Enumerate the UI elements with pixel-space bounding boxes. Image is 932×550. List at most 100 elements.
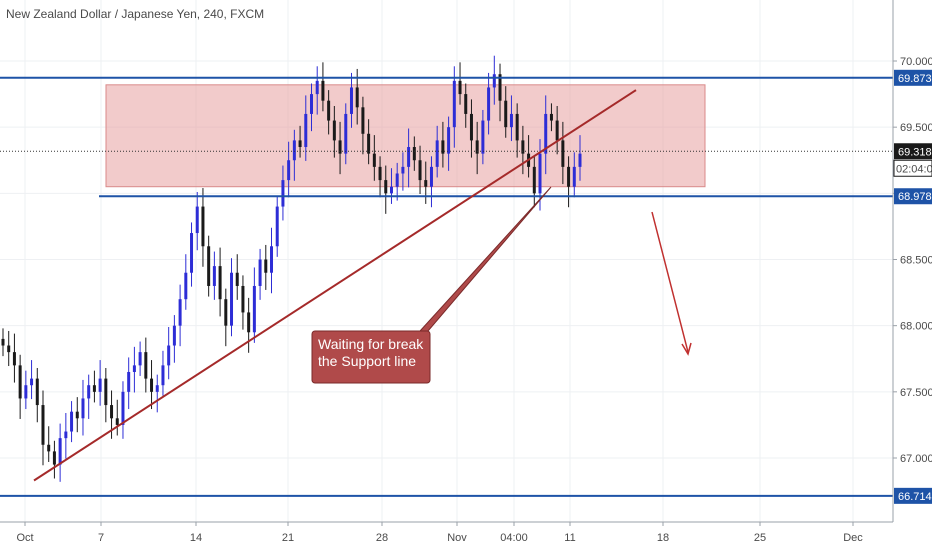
candle-body[interactable] bbox=[172, 325, 176, 346]
candle-body[interactable] bbox=[98, 378, 102, 392]
candle-body[interactable] bbox=[567, 166, 571, 187]
candle-body[interactable] bbox=[578, 153, 582, 167]
trendline[interactable] bbox=[33, 89, 637, 482]
price-tag[interactable] bbox=[894, 188, 932, 205]
candle-body[interactable] bbox=[167, 345, 171, 366]
candle-body[interactable] bbox=[64, 431, 68, 439]
candle-body[interactable] bbox=[395, 173, 399, 187]
price-tag[interactable] bbox=[894, 487, 932, 504]
candle-body[interactable] bbox=[132, 365, 136, 372]
candle-body[interactable] bbox=[384, 180, 388, 194]
candle-body[interactable] bbox=[287, 160, 291, 181]
candle-body[interactable] bbox=[190, 233, 194, 273]
candle-body[interactable] bbox=[487, 87, 491, 121]
candle-body[interactable] bbox=[24, 385, 28, 399]
candle-body[interactable] bbox=[561, 140, 565, 167]
candle-body[interactable] bbox=[58, 438, 62, 465]
candle-body[interactable] bbox=[447, 127, 451, 154]
candle-body[interactable] bbox=[429, 166, 433, 187]
candle-body[interactable] bbox=[549, 113, 553, 121]
candle-body[interactable] bbox=[81, 398, 85, 419]
candle-body[interactable] bbox=[441, 140, 445, 154]
candle-body[interactable] bbox=[407, 147, 411, 167]
candle-body[interactable] bbox=[464, 94, 468, 114]
candle-body[interactable] bbox=[35, 378, 39, 406]
candle-body[interactable] bbox=[207, 246, 211, 286]
candle-body[interactable] bbox=[435, 140, 439, 167]
candle-body[interactable] bbox=[252, 285, 256, 333]
candle-body[interactable] bbox=[389, 186, 393, 194]
candle-body[interactable] bbox=[452, 80, 456, 128]
candle-body[interactable] bbox=[332, 120, 336, 141]
forecast-arrow-shaft[interactable] bbox=[651, 211, 689, 353]
candle-body[interactable] bbox=[212, 266, 216, 286]
candle-body[interactable] bbox=[87, 385, 91, 399]
candle-body[interactable] bbox=[30, 378, 34, 386]
price-tag[interactable] bbox=[894, 69, 932, 86]
candle-body[interactable] bbox=[292, 140, 296, 161]
candle-body[interactable] bbox=[321, 80, 325, 101]
candle-body[interactable] bbox=[372, 153, 376, 167]
candle-body[interactable] bbox=[544, 113, 548, 154]
candle-body[interactable] bbox=[309, 94, 313, 114]
candle-body[interactable] bbox=[355, 87, 359, 108]
candle-body[interactable] bbox=[92, 385, 96, 392]
candle-body[interactable] bbox=[475, 140, 479, 154]
candle-body[interactable] bbox=[247, 312, 251, 333]
candle-body[interactable] bbox=[361, 107, 365, 134]
candle-body[interactable] bbox=[515, 113, 519, 141]
candle-body[interactable] bbox=[344, 113, 348, 154]
candle-body[interactable] bbox=[127, 371, 131, 392]
candle-body[interactable] bbox=[230, 272, 234, 326]
candle-body[interactable] bbox=[538, 153, 542, 194]
candle-body[interactable] bbox=[275, 206, 279, 247]
candle-body[interactable] bbox=[52, 451, 56, 465]
candle-body[interactable] bbox=[338, 140, 342, 154]
candle-body[interactable] bbox=[184, 272, 188, 300]
candle-body[interactable] bbox=[412, 147, 416, 161]
candle-body[interactable] bbox=[195, 206, 199, 234]
candle-body[interactable] bbox=[555, 120, 559, 141]
annotation-callout[interactable]: Waiting for break the Support line bbox=[312, 331, 430, 383]
candle-body[interactable] bbox=[18, 365, 22, 399]
candle-body[interactable] bbox=[75, 411, 79, 419]
candle-body[interactable] bbox=[224, 299, 228, 326]
candle-body[interactable] bbox=[315, 80, 319, 95]
candle-body[interactable] bbox=[492, 74, 496, 88]
candle-body[interactable] bbox=[150, 378, 154, 392]
range-box[interactable] bbox=[105, 84, 706, 188]
candle-body[interactable] bbox=[521, 140, 525, 154]
candle-body[interactable] bbox=[104, 378, 108, 406]
candle-body[interactable] bbox=[349, 87, 353, 114]
candle-body[interactable] bbox=[218, 266, 222, 300]
candle-body[interactable] bbox=[138, 352, 142, 366]
candle-body[interactable] bbox=[509, 113, 513, 128]
candle-body[interactable] bbox=[304, 113, 308, 148]
candle-body[interactable] bbox=[264, 259, 268, 273]
candle-body[interactable] bbox=[110, 405, 114, 419]
candle-body[interactable] bbox=[401, 166, 405, 174]
candle-body[interactable] bbox=[458, 80, 462, 95]
candle-body[interactable] bbox=[270, 246, 274, 273]
candle-body[interactable] bbox=[12, 352, 16, 366]
candle-body[interactable] bbox=[258, 259, 262, 286]
candle-body[interactable] bbox=[378, 166, 382, 181]
candle-body[interactable] bbox=[121, 391, 125, 425]
candle-body[interactable] bbox=[144, 352, 148, 379]
candle-body[interactable] bbox=[572, 166, 576, 187]
candle-body[interactable] bbox=[281, 180, 285, 207]
candle-body[interactable] bbox=[41, 405, 45, 445]
candle-body[interactable] bbox=[161, 365, 165, 386]
candle-body[interactable] bbox=[532, 166, 536, 194]
candle-body[interactable] bbox=[504, 100, 508, 128]
price-tag[interactable] bbox=[894, 143, 932, 160]
candle-body[interactable] bbox=[155, 385, 159, 392]
candle-body[interactable] bbox=[70, 411, 74, 432]
candle-body[interactable] bbox=[367, 133, 371, 154]
candle-body[interactable] bbox=[298, 140, 302, 148]
annotation-box[interactable] bbox=[311, 330, 431, 384]
candle-body[interactable] bbox=[1, 338, 5, 346]
candle-body[interactable] bbox=[178, 299, 182, 326]
candle-body[interactable] bbox=[115, 418, 119, 425]
